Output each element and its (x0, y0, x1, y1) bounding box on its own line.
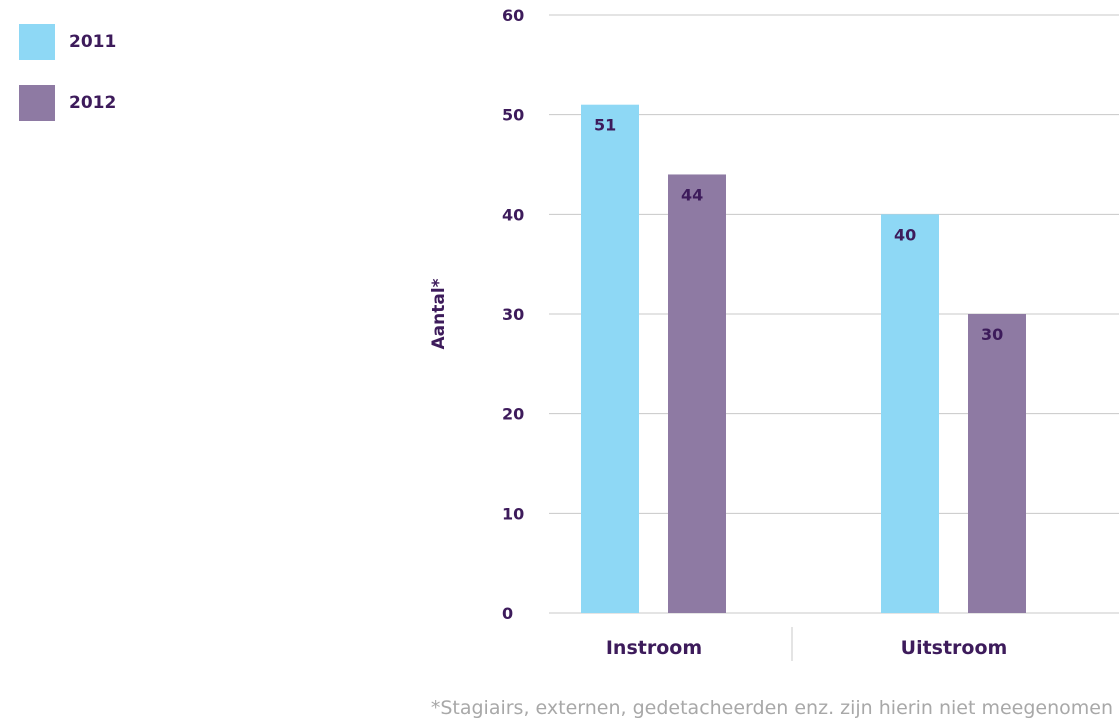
y-tick-label: 0 (502, 604, 513, 623)
y-tick-label: 30 (502, 305, 524, 324)
bar-instroom-2012 (668, 174, 726, 613)
data-label-uitstroom-2011: 40 (894, 225, 916, 244)
y-axis-ticks: 0 10 20 30 40 50 60 (502, 6, 524, 623)
bar-instroom-2011 (581, 104, 639, 613)
x-axis-categories: Instroom Uitstroom (606, 627, 1007, 661)
y-tick-label: 40 (502, 205, 524, 224)
legend-item-2011: 2011 (19, 24, 116, 60)
bar-uitstroom-2011 (881, 214, 939, 614)
bar-uitstroom-2012 (968, 314, 1026, 613)
data-label-instroom-2011: 51 (594, 116, 616, 135)
y-tick-label: 60 (502, 6, 524, 25)
footnote: *Stagiairs, externen, gedetacheerden enz… (430, 697, 1113, 719)
legend-swatch-2011 (19, 24, 55, 60)
legend-label-2012: 2012 (69, 93, 117, 113)
legend-item-2012: 2012 (19, 85, 116, 121)
y-tick-label: 50 (502, 106, 524, 125)
y-axis-label: Aantal* (429, 278, 449, 349)
x-category-label: Uitstroom (901, 637, 1008, 659)
bars: 51 44 40 30 (581, 104, 1026, 614)
y-tick-label: 20 (502, 405, 524, 424)
legend-label-2011: 2011 (69, 32, 117, 52)
legend-swatch-2012 (19, 85, 55, 121)
x-category-label: Instroom (606, 637, 702, 659)
data-label-uitstroom-2012: 30 (981, 325, 1003, 344)
data-label-instroom-2012: 44 (681, 185, 703, 204)
y-tick-label: 10 (502, 504, 524, 523)
